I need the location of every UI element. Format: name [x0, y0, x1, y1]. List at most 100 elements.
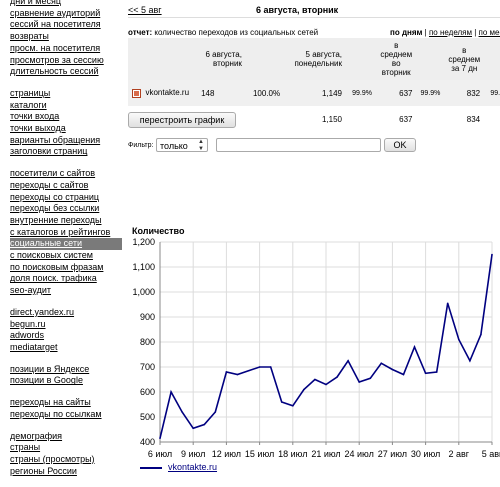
filter-bar: Фильтр: только ▲ ▼ OK [128, 138, 500, 156]
sidebar-item[interactable]: варианты обращения [10, 134, 101, 145]
x-tick-label: 15 июл [245, 449, 274, 458]
sidebar-item[interactable]: direct.yandex.ru [10, 306, 75, 317]
x-tick-label: 30 июл [411, 449, 440, 458]
header-divider [128, 17, 500, 18]
rebuild-chart-button[interactable]: перестроить график [128, 112, 236, 128]
sidebar-item[interactable]: переходы со страниц [10, 191, 100, 202]
period-by-month[interactable]: по месяц [478, 28, 500, 37]
cell-avg-7days-share: 99.8 [490, 89, 500, 97]
cell-yesterday-share [346, 106, 376, 132]
period-by-week[interactable]: по неделям [428, 28, 473, 37]
x-tick-label: 18 июл [278, 449, 307, 458]
data-point [402, 373, 405, 376]
x-tick-label: 5 авг [482, 449, 500, 458]
x-tick-label: 2 авг [449, 449, 470, 458]
col-header-yesterday: 5 августа, понедельник [294, 50, 342, 68]
data-point [214, 411, 217, 413]
date-navigation: << 5 авг 6 августа, вторник [128, 5, 500, 19]
sidebar-item[interactable]: переходы с сайтов [10, 179, 89, 190]
sidebar-item[interactable]: страны (просмотры) [10, 453, 95, 464]
x-tick-label: 12 июл [212, 449, 241, 458]
report-label: отчет: [128, 28, 153, 37]
sidebar-item[interactable]: позиции в Яндексе [10, 363, 90, 374]
sidebar-item[interactable]: просмотров за сессию [10, 54, 104, 65]
period-selector: по дням | по неделям | по месяц [390, 28, 500, 37]
sidebar-group: страницы каталоги точки входа точки выхода в… [10, 88, 122, 158]
sidebar-item[interactable]: переходы на сайты [10, 397, 91, 408]
sidebar-item[interactable]: демография [10, 430, 63, 441]
filter-mode-value: только [160, 141, 188, 151]
sidebar-group: посетители с сайтов переходы с сайтов пере… [10, 168, 122, 297]
sidebar-item[interactable]: adwords [10, 330, 45, 341]
report-sidebar: дни и месяц сравнение аудиторий сессий на … [10, 0, 122, 487]
table-header-row: 6 августа, вторник 5 августа, понедельни… [128, 38, 500, 80]
sidebar-item[interactable]: переходы без ссылки [10, 203, 100, 214]
col-header-avg-tuesday: в среднем во вторник [380, 41, 413, 77]
data-point [159, 437, 161, 440]
previous-day-link[interactable]: << 5 авг [128, 5, 162, 15]
filter-mode-select[interactable]: только ▲ ▼ [156, 138, 208, 152]
sidebar-item[interactable]: переходы по ссылкам [10, 408, 102, 419]
cell-avg-tuesday-share [416, 106, 444, 132]
visits-line-chart: 400 500 600 700 800 900 1,000 1,100 1,200 6 июл 9 … [132, 237, 500, 458]
data-point [280, 401, 283, 403]
sidebar-item[interactable]: сессий на посетителя [10, 19, 101, 30]
sidebar-item[interactable]: позиции в Google [10, 375, 83, 386]
data-point [336, 376, 338, 378]
sidebar-item[interactable]: регионы России [10, 465, 77, 476]
sidebar-item[interactable]: begun.ru [10, 318, 46, 329]
row-checkbox[interactable] [132, 88, 141, 98]
data-point [170, 391, 172, 393]
filter-ok-button[interactable]: OK [384, 138, 416, 152]
data-point [480, 333, 482, 336]
sidebar-item[interactable]: длительность сессий [10, 66, 99, 77]
sidebar-item[interactable]: посетители с сайтов [10, 168, 96, 179]
x-tick-label: 9 июл [181, 449, 205, 458]
sidebar-group: демография страны страны (просмотры) регион… [10, 431, 122, 478]
data-point [236, 373, 239, 376]
sidebar-item[interactable]: дни и месяц [10, 0, 61, 6]
sidebar-item[interactable]: доля поиск. трафика [10, 273, 97, 284]
sidebar-item[interactable]: с поисковых систем [10, 250, 93, 261]
sidebar-group: переходы на сайты переходы по ссылкам [10, 397, 122, 420]
data-point [181, 411, 183, 413]
data-point [358, 381, 360, 383]
y-tick-label: 500 [140, 412, 155, 422]
sidebar-item[interactable]: просм. на посетителя [10, 42, 101, 53]
y-tick-label: 1,100 [132, 262, 155, 272]
sidebar-item[interactable]: страны [10, 442, 41, 453]
sidebar-item[interactable]: заголовки страниц [10, 146, 88, 157]
y-tick-label: 700 [140, 362, 155, 372]
sidebar-item[interactable]: социальные сети [10, 238, 122, 251]
data-point [303, 388, 305, 391]
sidebar-item[interactable]: с каталогов и рейтингов [10, 226, 111, 237]
sidebar-item[interactable]: точки входа [10, 111, 60, 122]
cell-today-share [246, 106, 284, 132]
sidebar-item[interactable]: страницы [10, 87, 51, 98]
legend-series-name[interactable]: vkontakte.ru [168, 462, 218, 472]
stepper-arrows-icon: ▲ ▼ [198, 139, 204, 152]
x-tick-label: 6 июл [148, 449, 172, 458]
data-point [491, 253, 493, 256]
row-name: vkontakte.ru [145, 88, 190, 98]
sidebar-item[interactable]: точки выхода [10, 123, 66, 134]
cell-yesterday-share: 99.9% [352, 89, 372, 97]
cell-avg-tuesday-share: 99.9% [420, 89, 441, 97]
col-header-today: 6 августа, вторник [205, 50, 242, 68]
main-content: << 5 авг 6 августа, вторник отчет: колич… [128, 0, 500, 480]
sidebar-item[interactable]: каталоги [10, 99, 47, 110]
sidebar-item[interactable]: по поисковым фразам [10, 261, 104, 272]
sidebar-item[interactable]: seo-аудит [10, 285, 52, 296]
report-description: количество переходов из социальных сетей [154, 28, 319, 37]
sidebar-item[interactable]: mediatarget [10, 341, 58, 352]
data-point [380, 362, 383, 365]
page-title: 6 августа, вторник [256, 5, 339, 15]
sidebar-item[interactable]: внутренние переходы [10, 214, 102, 225]
x-tick-label: 21 июл [311, 449, 340, 458]
cell-avg-7days: 832 [466, 88, 481, 98]
data-point [192, 427, 194, 430]
sidebar-item[interactable]: возвраты [10, 31, 49, 42]
col-header-avg-7days: в среднем за 7 дн [448, 45, 481, 73]
sidebar-item[interactable]: сравнение аудиторий [10, 7, 101, 18]
filter-input[interactable] [216, 138, 381, 152]
